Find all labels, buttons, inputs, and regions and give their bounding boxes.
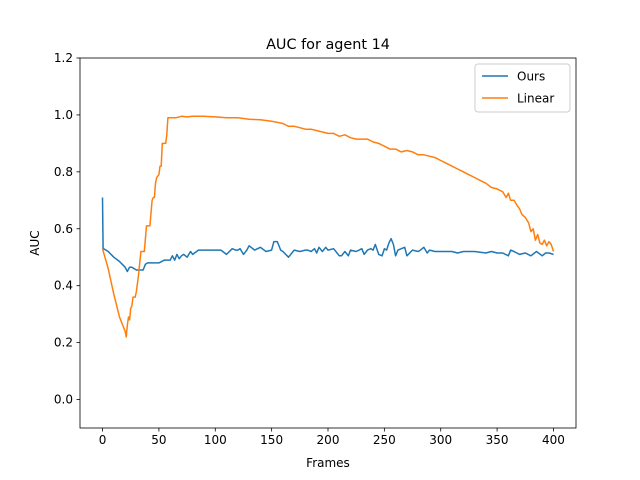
- y-tick-label: 1.2: [54, 51, 73, 65]
- x-tick-label: 100: [204, 433, 227, 447]
- x-tick-label: 250: [373, 433, 396, 447]
- axes: 0 50 100 150 200 250 300 350 400 0.0 0.2 0.4 0.6 0.8 1…: [54, 51, 565, 447]
- legend-label-linear: Linear: [517, 92, 554, 106]
- x-axis-label: Frames: [306, 456, 350, 470]
- series-line-ours: [101, 197, 554, 273]
- x-tick-label: 0: [99, 433, 107, 447]
- legend-label-ours: Ours: [517, 70, 545, 84]
- y-tick-label: 0.4: [54, 279, 73, 293]
- x-tick-label: 300: [429, 433, 452, 447]
- x-tick-label: 150: [260, 433, 283, 447]
- y-tick-label: 1.0: [54, 108, 73, 122]
- y-axis-label: AUC: [28, 230, 42, 255]
- x-tick-label: 400: [542, 433, 565, 447]
- y-tick-label: 0.8: [54, 165, 73, 179]
- y-tick-label: 0.0: [54, 393, 73, 407]
- x-tick-label: 50: [151, 433, 166, 447]
- y-tick-label: 0.2: [54, 336, 73, 350]
- plot-area: [101, 115, 555, 338]
- chart-title: AUC for agent 14: [266, 37, 390, 53]
- y-tick-label: 0.6: [54, 222, 73, 236]
- legend: Ours Linear: [474, 63, 571, 113]
- x-tick-label: 350: [486, 433, 509, 447]
- series-line-linear: [101, 115, 555, 338]
- x-tick-label: 200: [317, 433, 340, 447]
